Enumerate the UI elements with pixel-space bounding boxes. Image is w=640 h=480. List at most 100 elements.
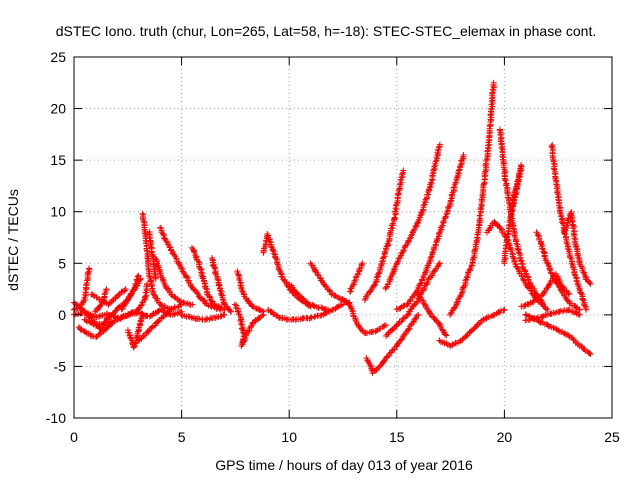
data-point — [516, 173, 523, 180]
data-point — [499, 153, 506, 160]
data-point — [118, 289, 125, 296]
x-axis-label: GPS time / hours of day 013 of year 2016 — [215, 457, 473, 473]
data-point — [324, 306, 331, 313]
data-point — [556, 283, 563, 290]
data-point — [397, 253, 404, 260]
data-point — [389, 220, 396, 227]
data-point — [84, 269, 91, 276]
data-point — [135, 272, 142, 279]
data-point — [432, 158, 439, 165]
data-point — [221, 311, 228, 318]
data-point — [238, 321, 245, 328]
data-point — [388, 273, 395, 280]
data-point — [427, 254, 434, 261]
data-point — [82, 317, 89, 324]
x-tick-label: 15 — [389, 429, 405, 445]
data-point — [423, 265, 430, 272]
data-point — [490, 79, 497, 86]
data-point — [211, 301, 218, 308]
data-point — [580, 269, 587, 276]
data-point — [537, 241, 544, 248]
data-point — [553, 181, 560, 188]
data-point — [587, 351, 594, 358]
data-point — [434, 263, 441, 270]
data-point — [171, 311, 178, 318]
data-point — [272, 255, 279, 262]
chart-title: dSTEC Iono. truth (chur, Lon=265, Lat=58… — [56, 23, 596, 39]
data-point — [504, 236, 511, 243]
data-point — [370, 282, 377, 289]
data-point — [400, 332, 407, 339]
data-point — [395, 191, 402, 198]
data-point — [133, 276, 140, 283]
data-point — [562, 226, 569, 233]
data-point — [425, 307, 432, 314]
data-point — [507, 246, 514, 253]
data-point — [425, 189, 432, 196]
y-tick-label: 0 — [58, 307, 66, 323]
data-point — [504, 189, 511, 196]
data-point — [155, 318, 162, 325]
data-point — [174, 310, 181, 317]
data-point — [126, 311, 133, 318]
data-point — [544, 306, 551, 313]
data-point — [109, 320, 116, 327]
data-point — [95, 313, 102, 320]
data-point — [535, 232, 542, 239]
data-point — [305, 301, 312, 308]
data-point — [270, 250, 277, 257]
data-point — [417, 212, 424, 219]
data-point — [217, 287, 224, 294]
data-point — [146, 231, 153, 238]
data-point — [383, 322, 390, 329]
data-point — [560, 308, 567, 315]
data-point — [318, 304, 325, 311]
data-point — [497, 225, 504, 232]
data-point — [381, 358, 388, 365]
data-point — [464, 274, 471, 281]
data-point — [454, 173, 461, 180]
data-point — [548, 143, 555, 150]
data-point — [139, 310, 146, 317]
data-point — [237, 317, 244, 324]
data-point — [234, 308, 241, 315]
data-point — [152, 274, 159, 281]
data-point — [268, 243, 275, 250]
data-point — [245, 328, 252, 335]
data-point — [260, 308, 267, 315]
data-point — [483, 315, 490, 322]
data-point — [152, 275, 159, 282]
data-point — [215, 303, 222, 310]
data-point — [568, 260, 575, 267]
data-point — [190, 248, 197, 255]
data-point — [518, 167, 525, 174]
data-point — [352, 317, 359, 324]
data-point — [502, 255, 509, 262]
data-point — [161, 235, 168, 242]
data-point — [203, 285, 210, 292]
data-point — [248, 324, 255, 331]
data-point — [368, 365, 375, 372]
data-point — [400, 167, 407, 174]
data-point — [547, 311, 554, 318]
data-point — [563, 239, 570, 246]
data-point — [239, 287, 246, 294]
data-point — [386, 350, 393, 357]
data-point — [415, 311, 422, 318]
data-point — [308, 314, 315, 321]
data-point — [568, 211, 575, 218]
data-point — [460, 151, 467, 158]
data-point — [351, 277, 358, 284]
y-tick-label: 5 — [58, 255, 66, 271]
data-point — [163, 311, 170, 318]
data-point — [340, 301, 346, 308]
data-point — [462, 277, 469, 284]
data-point — [407, 232, 414, 239]
data-point — [552, 310, 559, 317]
data-point — [543, 305, 550, 312]
data-point — [433, 237, 440, 244]
data-point — [565, 291, 572, 298]
data-point — [316, 274, 323, 281]
data-point — [149, 252, 156, 259]
data-point — [140, 333, 147, 340]
